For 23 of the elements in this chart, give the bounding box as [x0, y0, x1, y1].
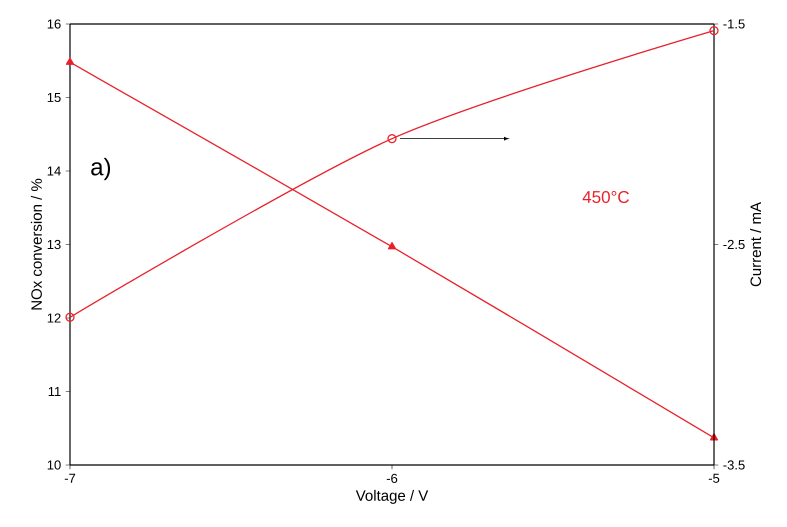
annotation: a)	[91, 158, 110, 180]
point	[65, 312, 75, 322]
x-tick-label: -7	[64, 474, 76, 483]
y2-tick-label: -1.5	[723, 19, 745, 29]
point	[387, 134, 397, 144]
y2-tick-label: -3.5	[723, 460, 745, 470]
point	[709, 26, 719, 36]
y-tick-label: 11	[48, 387, 61, 396]
point	[388, 242, 396, 250]
y-tick-label: 10	[48, 460, 61, 470]
y-tick-label: 16	[48, 19, 61, 29]
y-tick-label: 12	[48, 313, 61, 323]
x-axis-title: Voltage / V	[356, 490, 428, 504]
y-tick-label: 14	[48, 166, 61, 176]
x-tick-label: -5	[708, 474, 720, 483]
y-axis-title: NOx conversion / %	[30, 178, 42, 310]
x-tick-label: -6	[386, 474, 398, 483]
annotation: 450°C	[582, 190, 629, 204]
y-tick-label: 15	[48, 92, 61, 102]
point	[66, 58, 74, 65]
y-tick-label: 13	[48, 240, 61, 250]
y2-tick-label: -2.5	[723, 240, 745, 250]
y2-axis-title: Current / mA	[750, 202, 762, 286]
